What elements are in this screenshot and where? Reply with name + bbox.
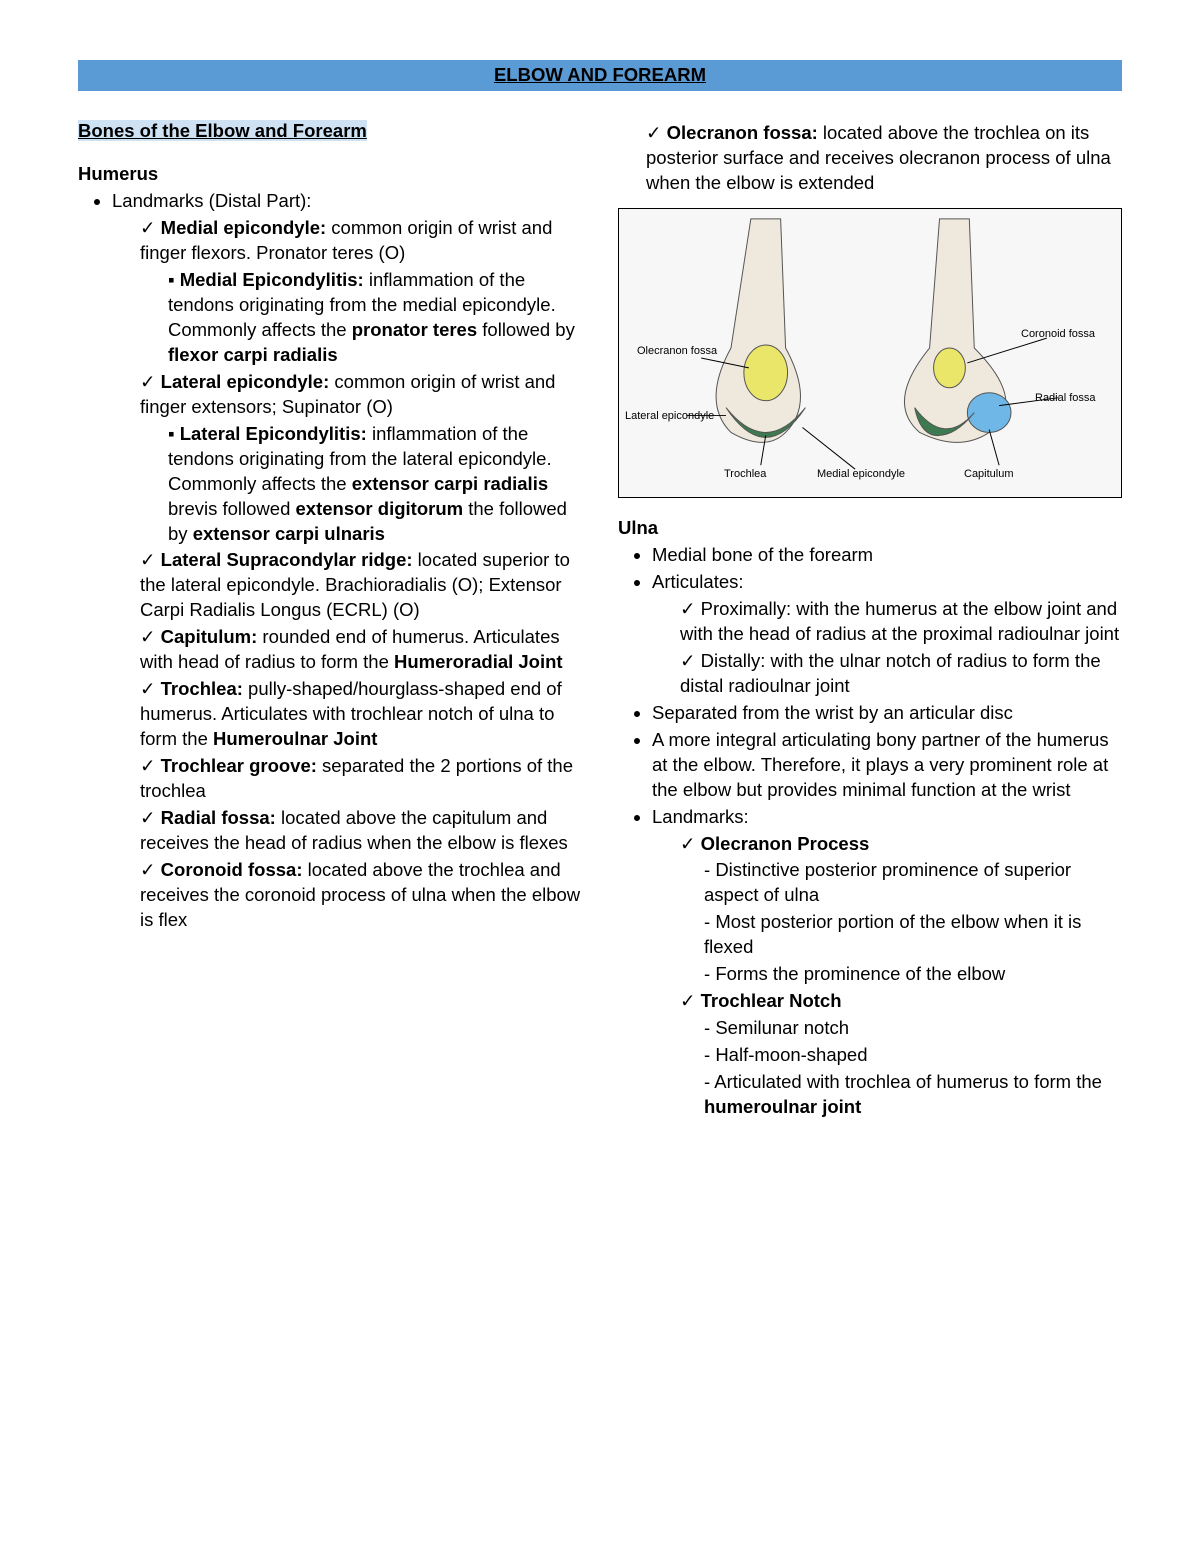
capitulum-item: Capitulum: rounded end of humerus. Artic… xyxy=(140,625,582,675)
fig-lbl-med-epicondyle: Medial epicondyle xyxy=(817,467,905,482)
lateral-epicondylitis-item: Lateral Epicondylitis: inflammation of t… xyxy=(168,422,582,547)
ulna-articulates-label: Articulates: xyxy=(652,571,744,592)
b: pronator teres xyxy=(352,319,477,340)
two-column-layout: Bones of the Elbow and Forearm Humerus L… xyxy=(78,119,1122,1122)
fig-lbl-radial-fossa: Radial fossa xyxy=(1035,391,1096,406)
ulna-heading: Ulna xyxy=(618,516,1122,541)
med-epicond-label: Medial Epicondylitis: xyxy=(180,269,364,290)
troch-bold: Humeroulnar Joint xyxy=(213,728,377,749)
trochlear-notch-label: Trochlear Notch xyxy=(701,990,842,1011)
lat-epicond-label: Lateral Epicondylitis: xyxy=(180,423,367,444)
olecranon-fossa-item: Olecranon fossa: located above the troch… xyxy=(646,121,1122,196)
trochlea-item: Trochlea: pully-shaped/hourglass-shaped … xyxy=(140,677,582,752)
tn-d3: Articulated with trochlea of humerus to … xyxy=(704,1070,1122,1120)
fig-lbl-olecranon-fossa: Olecranon fossa xyxy=(637,344,717,359)
b: flexor carpi radialis xyxy=(168,344,338,365)
groove-label: Trochlear groove: xyxy=(161,755,317,776)
medial-epicondyle-label: Medial epicondyle: xyxy=(161,217,327,238)
olecranon-fossa-list: Olecranon fossa: located above the troch… xyxy=(618,121,1122,196)
b: extensor digitorum xyxy=(296,498,464,519)
b: extensor carpi ulnaris xyxy=(193,523,385,544)
supra-label: Lateral Supracondylar ridge: xyxy=(161,549,413,570)
olecranon-process-item: Olecranon Process Distinctive posterior … xyxy=(680,832,1122,988)
t: followed by xyxy=(477,319,575,340)
cap-label: Capitulum: xyxy=(161,626,258,647)
corf-label: Coronoid fossa: xyxy=(161,859,303,880)
distal-humerus-figure: Olecranon fossa Lateral epicondyle Troch… xyxy=(618,208,1122,498)
fig-lbl-capitulum: Capitulum xyxy=(964,467,1014,482)
medial-epicondylitis-item: Medial Epicondylitis: inflammation of th… xyxy=(168,268,582,368)
op-d3: Forms the prominence of the elbow xyxy=(704,962,1122,987)
trochlear-notch-item: Trochlear Notch Semilunar notch Half-moo… xyxy=(680,989,1122,1120)
ulna-medial-bone: Medial bone of the forearm xyxy=(652,543,1122,568)
op-d1: Distinctive posterior prominence of supe… xyxy=(704,858,1122,908)
ulna-landmarks-list: Olecranon Process Distinctive posterior … xyxy=(652,832,1122,1121)
ulna-art-prox: Proximally: with the humerus at the elbo… xyxy=(680,597,1122,647)
landmarks-label: Landmarks (Distal Part): xyxy=(112,190,311,211)
olecranon-process-dash: Distinctive posterior prominence of supe… xyxy=(680,858,1122,987)
landmarks-item: Landmarks (Distal Part): Medial epicondy… xyxy=(112,189,582,933)
supracondylar-item: Lateral Supracondylar ridge: located sup… xyxy=(140,548,582,623)
ulna-articulates: Articulates: Proximally: with the humeru… xyxy=(652,570,1122,699)
cap-bold: Humeroradial Joint xyxy=(394,651,563,672)
ulna-integral-partner: A more integral articulating bony partne… xyxy=(652,728,1122,803)
right-column: Olecranon fossa: located above the troch… xyxy=(618,119,1122,1122)
ulna-articulates-list: Proximally: with the humerus at the elbo… xyxy=(652,597,1122,699)
ulna-landmarks: Landmarks: Olecranon Process Distinctive… xyxy=(652,805,1122,1121)
ulna-art-dist: Distally: with the ulnar notch of radius… xyxy=(680,649,1122,699)
troch-label: Trochlea: xyxy=(161,678,243,699)
tn-d3a: Articulated with trochlea of humerus to … xyxy=(714,1071,1102,1092)
lateral-epicondyle-item: Lateral epicondyle: common origin of wri… xyxy=(140,370,582,547)
tn-d2: Half-moon-shaped xyxy=(704,1043,1122,1068)
ulna-articular-disc: Separated from the wrist by an articular… xyxy=(652,701,1122,726)
tn-d3b: humeroulnar joint xyxy=(704,1096,861,1117)
lateral-epicondyle-label: Lateral epicondyle: xyxy=(161,371,330,392)
medial-epicondyle-item: Medial epicondyle: common origin of wris… xyxy=(140,216,582,368)
medial-epi-sublist: Medial Epicondylitis: inflammation of th… xyxy=(140,268,582,368)
olecranon-process-label: Olecranon Process xyxy=(701,833,870,854)
humerus-heading: Humerus xyxy=(78,162,582,187)
fig-lbl-lat-epicondyle: Lateral epicondyle xyxy=(625,409,714,424)
left-column: Bones of the Elbow and Forearm Humerus L… xyxy=(78,119,582,1122)
t: brevis followed xyxy=(168,498,296,519)
humerus-list: Landmarks (Distal Part): Medial epicondy… xyxy=(78,189,582,933)
section-heading-bones: Bones of the Elbow and Forearm xyxy=(78,120,367,141)
fig-lbl-coronoid-fossa: Coronoid fossa xyxy=(1021,327,1095,342)
coronoid-fossa-item: Coronoid fossa: located above the trochl… xyxy=(140,858,582,933)
tn-d1: Semilunar notch xyxy=(704,1016,1122,1041)
trochlear-groove-item: Trochlear groove: separated the 2 portio… xyxy=(140,754,582,804)
ulna-list: Medial bone of the forearm Articulates: … xyxy=(618,543,1122,1120)
olec-label: Olecranon fossa: xyxy=(667,122,818,143)
op-d2: Most posterior portion of the elbow when… xyxy=(704,910,1122,960)
page-title-bar: ELBOW AND FOREARM xyxy=(78,60,1122,91)
landmarks-checklist: Medial epicondyle: common origin of wris… xyxy=(112,216,582,933)
radf-label: Radial fossa: xyxy=(161,807,276,828)
lateral-epi-sublist: Lateral Epicondylitis: inflammation of t… xyxy=(140,422,582,547)
radial-fossa-item: Radial fossa: located above the capitulu… xyxy=(140,806,582,856)
ulna-landmarks-label: Landmarks: xyxy=(652,806,749,827)
b: extensor carpi radialis xyxy=(352,473,548,494)
fig-lbl-trochlea: Trochlea xyxy=(724,467,766,482)
trochlear-notch-dash: Semilunar notch Half-moon-shaped Articul… xyxy=(680,1016,1122,1120)
